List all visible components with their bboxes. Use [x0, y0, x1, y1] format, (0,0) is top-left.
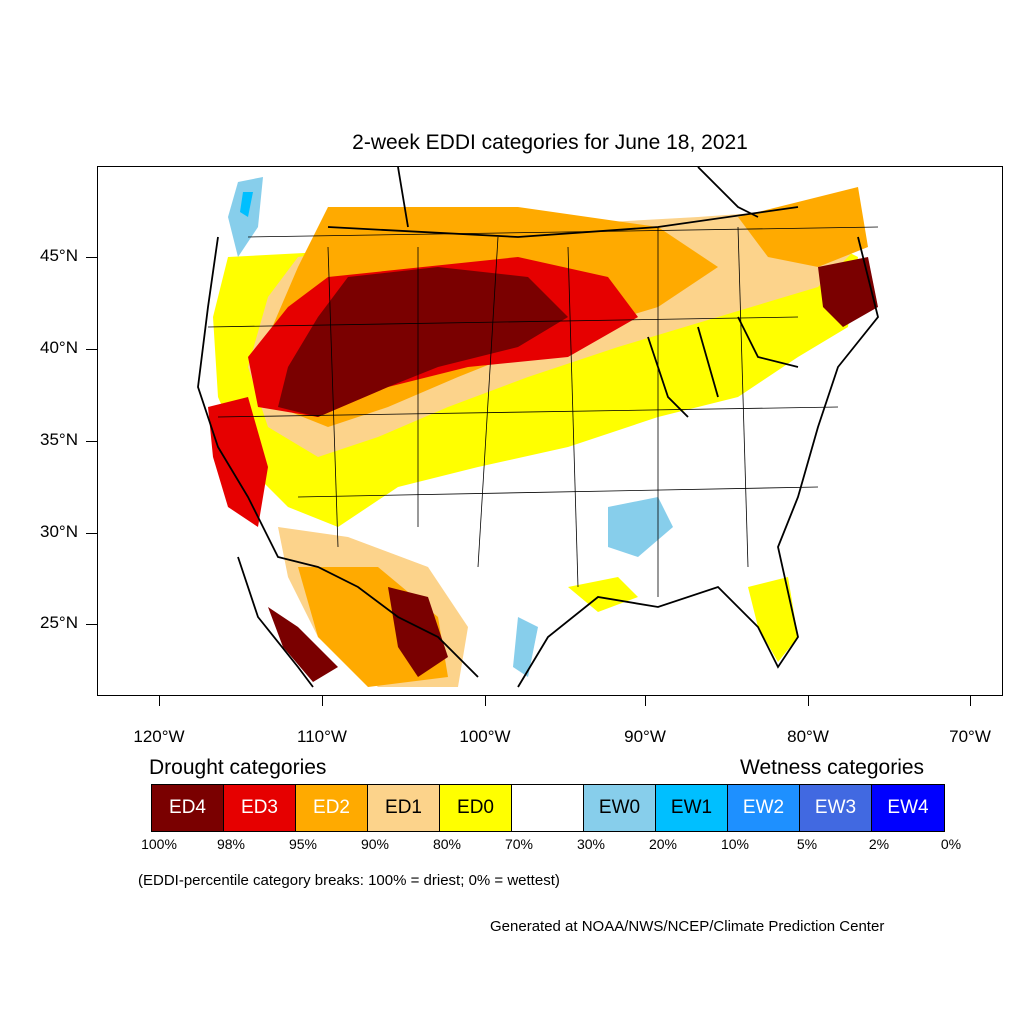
legend-cell-ew0: EW0 [584, 785, 656, 831]
y-axis-label: 40°N [40, 338, 78, 357]
ed2-northeast [738, 187, 868, 267]
percentile-label: 10% [720, 836, 750, 852]
ed0-florida [748, 577, 798, 662]
legend-cell-ew4: EW4 [872, 785, 944, 831]
ew0-mississippi [608, 497, 673, 557]
y-tick [86, 624, 97, 625]
x-tick [159, 696, 160, 706]
ed4-maine [818, 257, 878, 327]
percentile-label: 90% [360, 836, 390, 852]
legend-cell-ed1: ED1 [368, 785, 440, 831]
x-axis-label: 90°W [624, 727, 666, 746]
eddi-map [97, 166, 1003, 696]
legend-cell-ed2: ED2 [296, 785, 368, 831]
x-tick [485, 696, 486, 706]
legend-cell-ew3: EW3 [800, 785, 872, 831]
legend-note: (EDDI-percentile category breaks: 100% =… [138, 872, 560, 889]
ed4-mexico [388, 587, 448, 677]
x-tick [645, 696, 646, 706]
map-canvas [197, 167, 879, 688]
ed4-baja [268, 607, 338, 682]
percentile-label: 70% [504, 836, 534, 852]
legend-cell-ew1: EW1 [656, 785, 728, 831]
y-tick [86, 441, 97, 442]
y-tick [86, 533, 97, 534]
x-tick [322, 696, 323, 706]
legend-cell-ed3: ED3 [224, 785, 296, 831]
legend-cell-ed0: ED0 [440, 785, 512, 831]
credit-text: Generated at NOAA/NWS/NCEP/Climate Predi… [490, 918, 885, 935]
y-tick [86, 257, 97, 258]
x-axis-label: 100°W [459, 727, 511, 746]
coastlines [197, 167, 879, 688]
x-axis-label: 110°W [297, 727, 347, 746]
percentile-label: 0% [940, 836, 962, 852]
y-axis-label: 30°N [40, 522, 78, 541]
ew1-northwest [240, 192, 253, 217]
state-boundaries [207, 226, 879, 597]
percentile-label: 20% [648, 836, 678, 852]
y-axis-label: 25°N [40, 613, 78, 632]
y-axis-label: 35°N [40, 430, 78, 449]
percentile-label: 30% [576, 836, 606, 852]
x-axis-label: 80°W [787, 727, 829, 746]
x-tick [808, 696, 809, 706]
percentile-label: 2% [868, 836, 890, 852]
drought-legend-title: Drought categories [149, 756, 327, 779]
x-axis-label: 70°W [949, 727, 991, 746]
x-axis-label: 120°W [133, 727, 185, 746]
category-legend: ED4 ED3 ED2 ED1 ED0 EW0 EW1 EW2 EW3 EW4 [151, 784, 945, 832]
x-tick [970, 696, 971, 706]
ed3-west-coast [208, 397, 268, 527]
map-title: 2-week EDDI categories for June 18, 2021 [352, 131, 748, 154]
ew0-northwest [228, 177, 263, 257]
ed4-central [278, 267, 568, 417]
percentile-label: 95% [288, 836, 318, 852]
percentile-label: 80% [432, 836, 462, 852]
percentile-label: 5% [796, 836, 818, 852]
legend-cell-ew2: EW2 [728, 785, 800, 831]
percentile-label: 98% [216, 836, 246, 852]
legend-cell-ed4: ED4 [152, 785, 224, 831]
ew0-texas-coast [513, 617, 538, 677]
ed0-southeast [568, 577, 638, 612]
legend-cell-none [512, 785, 584, 831]
percentile-label: 100% [141, 836, 177, 852]
wetness-legend-title: Wetness categories [740, 756, 925, 779]
y-tick [86, 349, 97, 350]
y-axis-label: 45°N [40, 246, 78, 265]
